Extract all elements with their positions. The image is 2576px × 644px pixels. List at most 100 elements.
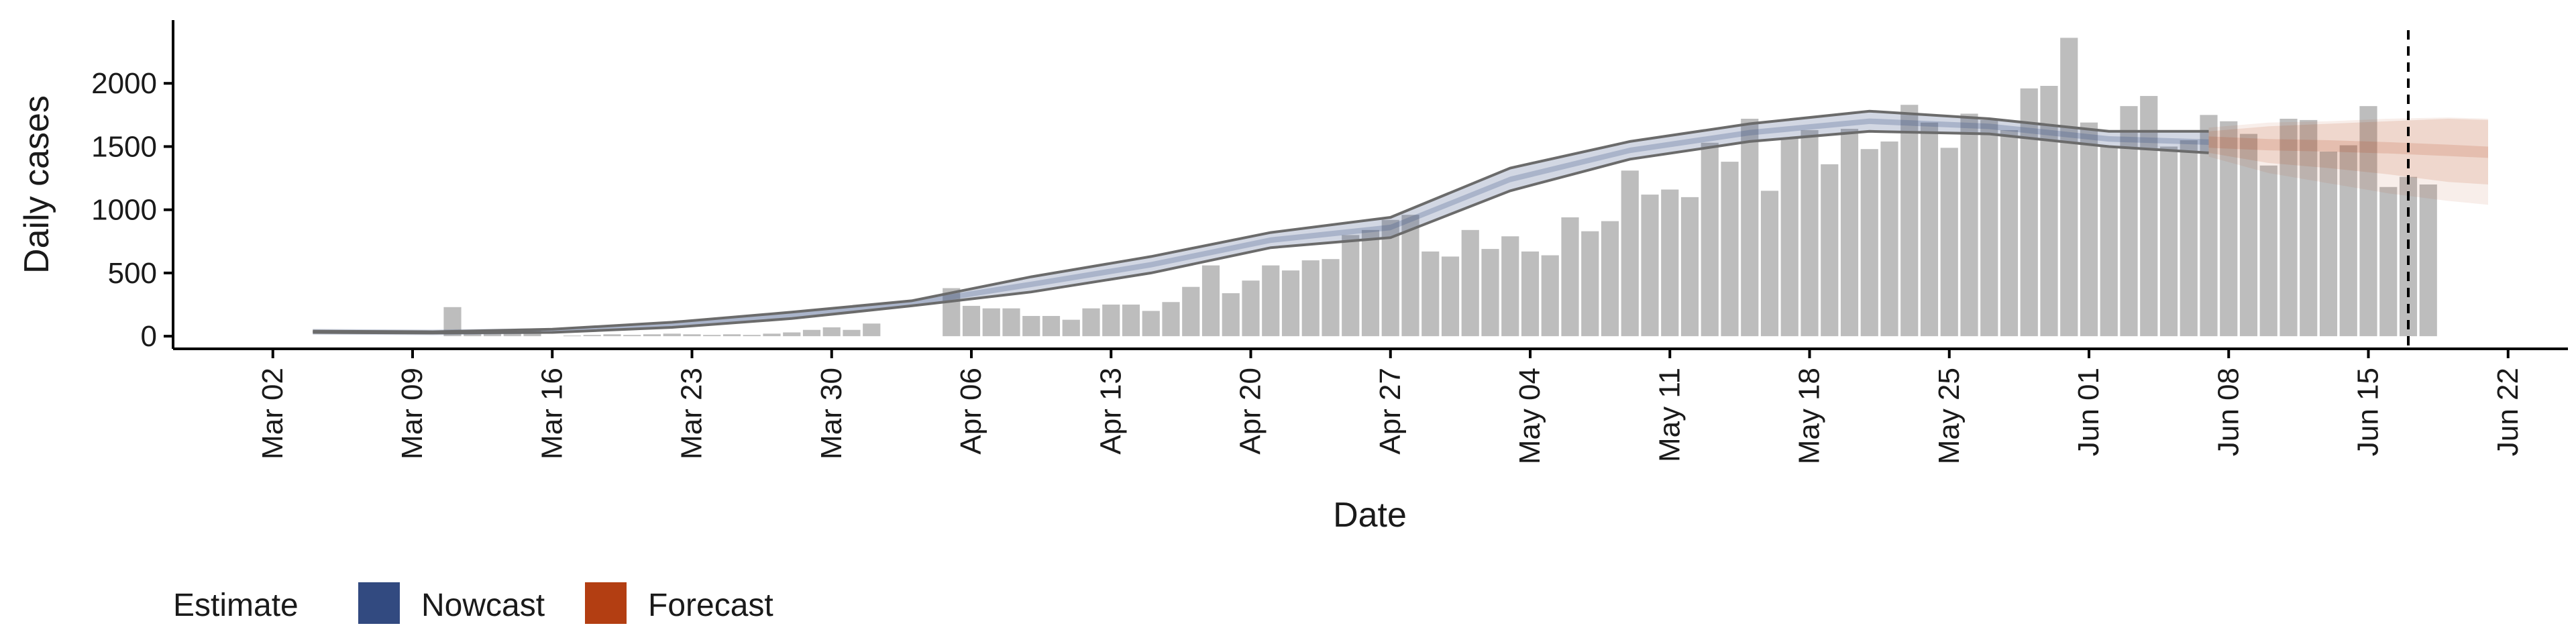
bar [1621,170,1639,337]
bar [1521,251,1540,337]
bar [943,288,961,337]
bar [1661,189,1679,337]
bar [2379,186,2398,337]
bar [2140,96,2158,337]
x-tick-label: Mar 30 [815,368,848,460]
bar [2000,129,2019,337]
bar [2080,122,2098,337]
x-tick-label: Apr 20 [1234,368,1267,455]
legend-swatch [585,582,627,624]
bar [563,335,582,337]
bar [2020,88,2038,337]
bar [1960,113,1978,337]
x-tick-label: Jun 08 [2212,368,2245,456]
y-tick-label: 1000 [91,194,157,227]
bar [1222,293,1240,337]
envelope-lower-line [313,129,2209,335]
bar [2180,140,2198,337]
bands-layer [313,111,2488,335]
bar [1281,270,1300,337]
bar [1401,215,1419,337]
bar [1801,129,1819,337]
bar [1541,255,1559,337]
y-tick-label: 2000 [91,67,157,100]
bar [1022,316,1040,337]
bar [2319,152,2338,337]
bar [763,333,781,337]
bar [1421,251,1440,337]
envelope-upper-line [313,109,2209,333]
bar [1042,316,1061,337]
bar [1641,195,1659,337]
bar [1461,229,1479,337]
bar [1342,235,1360,337]
bar [1002,308,1020,337]
bar [1201,265,1220,337]
bar [1182,286,1200,337]
y-axis-title: Daily cases [17,95,56,274]
bar [1920,122,1939,337]
forecast-inner-band [2208,136,2488,158]
x-tick-label: Apr 06 [955,368,987,455]
bar [1840,129,1859,337]
x-tick-label: Jun 15 [2352,368,2385,456]
bar [1701,142,1719,337]
y-tick-label: 0 [141,320,157,353]
bar [1741,119,1759,337]
x-axis-title: Date [1333,496,1407,535]
bar [1062,319,1080,337]
x-tick-label: Apr 13 [1094,368,1127,455]
bar [722,334,741,337]
axes-layer: 0 500 1000 1500 2000 Mar 02 Mar 09 Mar 16 Mar 23… [91,20,2568,464]
bar [962,305,981,337]
bar [1780,138,1799,337]
bar [982,308,1000,337]
bar [2100,146,2118,337]
bar [623,335,641,337]
bar [1601,221,1619,337]
nowcast-band [313,111,2209,333]
bar [2060,38,2078,337]
bar [2359,106,2377,337]
bar [1481,249,1499,337]
bar [1760,191,1779,337]
x-tick-label: Mar 16 [535,368,568,460]
bar [1142,311,1160,337]
bar [1680,197,1699,337]
bar [1940,148,1958,337]
bar [503,333,521,337]
bar [2259,165,2277,337]
bar [703,335,721,337]
bar [1301,260,1320,337]
x-tick-label: May 04 [1513,368,1546,464]
y-tick-label: 500 [108,257,157,290]
x-tick-label: Mar 09 [396,368,429,460]
x-tick-label: Apr 27 [1374,368,1407,455]
bar [2040,86,2058,337]
bar [1501,236,1519,337]
legend-label: Forecast [648,588,773,623]
bar [863,323,881,337]
bar [1242,280,1260,337]
x-tick-label: Jun 22 [2491,368,2524,456]
bar [2339,145,2357,337]
bar [1721,162,1739,337]
bar [643,334,661,337]
bar [2120,106,2138,337]
bar [2300,119,2318,337]
legend-label: Nowcast [421,588,545,623]
bar [1322,259,1340,337]
bar [583,335,601,337]
bar [1262,265,1280,337]
bar [603,334,621,337]
legend: Estimate Nowcast Forecast [173,582,773,624]
bar [2279,119,2298,337]
bar [2419,184,2437,337]
bar [802,329,821,337]
bar [783,332,801,337]
bar [1102,305,1120,337]
bar [2239,133,2258,337]
bar [1821,164,1839,337]
bar [1361,229,1380,337]
